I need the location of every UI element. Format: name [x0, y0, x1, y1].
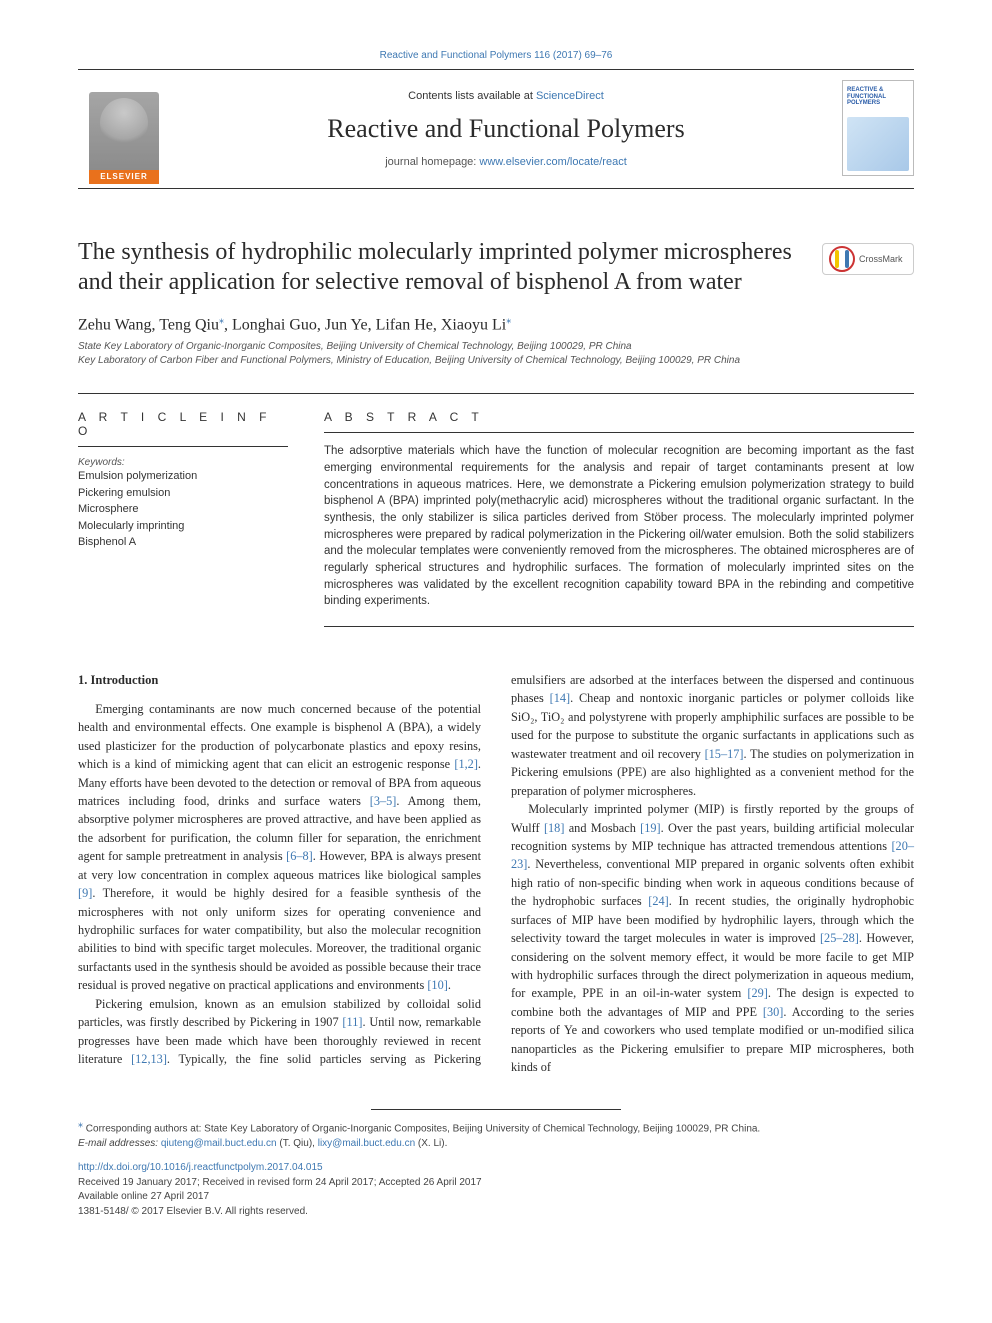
contents-prefix: Contents lists available at [408, 90, 536, 102]
reference-link[interactable]: [10] [427, 978, 448, 992]
reference-link[interactable]: [15–17] [705, 747, 744, 761]
citation-header: Reactive and Functional Polymers 116 (20… [78, 50, 914, 61]
masthead-center: Contents lists available at ScienceDirec… [170, 70, 842, 188]
journal-cover-art [847, 117, 909, 171]
article-body: 1. Introduction Emerging contaminants ar… [78, 671, 914, 1077]
reference-link[interactable]: [1,2] [454, 757, 478, 771]
keyword: Molecularly imprinting [78, 518, 288, 535]
email-link[interactable]: lixy@mail.buct.edu.cn [318, 1138, 415, 1149]
body-paragraph: Molecularly imprinted polymer (MIP) is f… [511, 800, 914, 1077]
received-line: Received 19 January 2017; Received in re… [78, 1176, 914, 1191]
article-info-heading: A R T I C L E I N F O [78, 410, 288, 447]
journal-homepage-link[interactable]: www.elsevier.com/locate/react [479, 156, 626, 168]
reference-link[interactable]: [12,13] [131, 1052, 167, 1066]
affiliation-line: Key Laboratory of Carbon Fiber and Funct… [78, 354, 914, 368]
crossmark-icon [829, 246, 855, 272]
corresponding-note: ⁎ Corresponding authors at: State Key La… [78, 1118, 914, 1137]
asterisk-icon: ⁎ [78, 1119, 83, 1130]
abstract-text: The adsorptive materials which have the … [324, 443, 914, 627]
author-name: Jun Ye [325, 316, 368, 333]
journal-homepage-line: journal homepage: www.elsevier.com/locat… [170, 156, 842, 168]
affiliations: State Key Laboratory of Organic-Inorgani… [78, 340, 914, 367]
email-label: E-mail addresses: [78, 1138, 158, 1149]
keyword: Microsphere [78, 501, 288, 518]
reference-link[interactable]: [9] [78, 886, 92, 900]
keywords-list: Emulsion polymerizationPickering emulsio… [78, 468, 288, 551]
reference-link[interactable]: [30] [763, 1005, 784, 1019]
reference-link[interactable]: [14] [550, 691, 571, 705]
sciencedirect-link[interactable]: ScienceDirect [536, 90, 604, 102]
reference-link[interactable]: [18] [544, 821, 565, 835]
reference-link[interactable]: [24] [648, 894, 669, 908]
author-name: Zehu Wang [78, 316, 152, 333]
journal-name: Reactive and Functional Polymers [170, 114, 842, 144]
article-title: The synthesis of hydrophilic molecularly… [78, 237, 802, 297]
doi-link[interactable]: http://dx.doi.org/10.1016/j.reactfunctpo… [78, 1162, 323, 1173]
elsevier-tree-icon [89, 92, 159, 170]
keywords-label: Keywords: [78, 457, 288, 468]
issn-copyright: 1381-5148/ © 2017 Elsevier B.V. All righ… [78, 1205, 914, 1220]
author-name: Teng Qiu [159, 316, 219, 333]
reference-link[interactable]: [20–23] [511, 839, 914, 871]
corresponding-mark-icon: ⁎ [506, 315, 511, 326]
journal-cover-title: REACTIVE & FUNCTIONAL POLYMERS [847, 87, 909, 107]
keyword: Pickering emulsion [78, 485, 288, 502]
reference-link[interactable]: [3–5] [370, 794, 397, 808]
abstract-column: A B S T R A C T The adsorptive materials… [324, 394, 914, 627]
masthead: ELSEVIER Contents lists available at Sci… [78, 69, 914, 189]
homepage-prefix: journal homepage: [385, 156, 479, 168]
crossmark-label: CrossMark [859, 254, 903, 264]
authors-line: Zehu Wang, Teng Qiu⁎, Longhai Guo, Jun Y… [78, 315, 914, 334]
reference-link[interactable]: [19] [640, 821, 661, 835]
author-name: Xiaoyu Li [441, 316, 506, 333]
author-name: Lifan He [376, 316, 433, 333]
reference-link[interactable]: [6–8] [286, 849, 313, 863]
reference-link[interactable]: [11] [342, 1015, 362, 1029]
crossmark-badge[interactable]: CrossMark [822, 243, 914, 275]
contents-lists-line: Contents lists available at ScienceDirec… [170, 90, 842, 102]
footnotes: ⁎ Corresponding authors at: State Key La… [78, 1118, 914, 1219]
footnote-divider [371, 1109, 622, 1110]
email-link[interactable]: qiuteng@mail.buct.edu.cn [161, 1138, 277, 1149]
email-line: E-mail addresses: qiuteng@mail.buct.edu.… [78, 1137, 914, 1152]
body-paragraph: Emerging contaminants are now much conce… [78, 700, 481, 995]
section-1-heading: 1. Introduction [78, 671, 481, 690]
journal-cover-thumbnail: REACTIVE & FUNCTIONAL POLYMERS [842, 80, 914, 176]
corresponding-mark-icon: ⁎ [219, 315, 224, 326]
reference-link[interactable]: [25–28] [820, 931, 859, 945]
affiliation-line: State Key Laboratory of Organic-Inorgani… [78, 340, 914, 354]
article-info-column: A R T I C L E I N F O Keywords: Emulsion… [78, 394, 288, 627]
elsevier-logo: ELSEVIER [78, 70, 170, 188]
elsevier-wordmark: ELSEVIER [89, 170, 159, 184]
abstract-heading: A B S T R A C T [324, 410, 914, 433]
reference-link[interactable]: [29] [747, 986, 768, 1000]
corresponding-note-text: Corresponding authors at: State Key Labo… [86, 1123, 760, 1134]
keyword: Bisphenol A [78, 534, 288, 551]
available-line: Available online 27 April 2017 [78, 1190, 914, 1205]
keyword: Emulsion polymerization [78, 468, 288, 485]
author-name: Longhai Guo [232, 316, 317, 333]
